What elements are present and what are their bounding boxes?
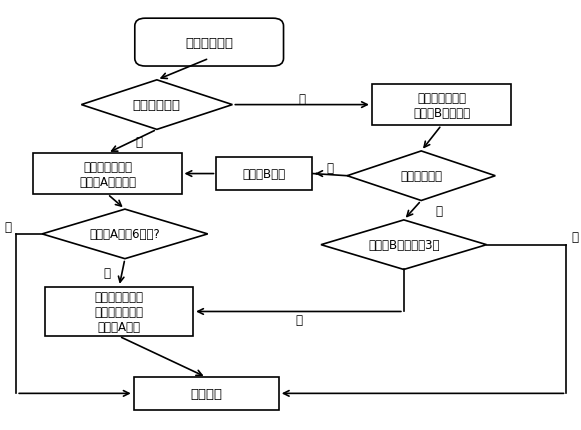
Text: 霍尔是否归零: 霍尔是否归零 — [400, 170, 442, 183]
Text: 是: 是 — [436, 204, 443, 217]
Bar — [372, 85, 511, 126]
Polygon shape — [81, 81, 232, 130]
Text: 电机开始旋转，
计时器A开始计时: 电机开始旋转， 计时器A开始计时 — [79, 160, 136, 188]
Text: 否: 否 — [299, 92, 306, 105]
Text: 否: 否 — [571, 231, 578, 244]
Polygon shape — [321, 220, 486, 270]
Text: 是: 是 — [295, 313, 302, 326]
Bar — [134, 378, 279, 409]
FancyBboxPatch shape — [135, 19, 284, 67]
Text: 计时器B清零: 计时器B清零 — [243, 168, 286, 181]
Text: 翻面请求开始: 翻面请求开始 — [185, 37, 233, 49]
Text: 否: 否 — [5, 220, 12, 233]
Polygon shape — [42, 209, 208, 259]
Text: 是: 是 — [135, 135, 142, 148]
Text: 程序返回: 程序返回 — [190, 387, 223, 400]
Polygon shape — [347, 152, 495, 201]
Text: 计时器B是否大于3秒: 计时器B是否大于3秒 — [368, 239, 440, 252]
Bar — [45, 287, 193, 336]
Text: 电机停止运转，
到达翻面位置，
计时器A清零: 电机停止运转， 到达翻面位置， 计时器A清零 — [95, 290, 144, 333]
Bar — [34, 154, 181, 194]
Text: 否: 否 — [326, 162, 333, 175]
Text: 电机开始运转，
计时器B开始计时: 电机开始运转， 计时器B开始计时 — [413, 92, 470, 119]
Text: 霍尔是否归零: 霍尔是否归零 — [133, 99, 181, 112]
Text: 是: 是 — [103, 267, 110, 280]
Text: 计时器A到达6秒钟?: 计时器A到达6秒钟? — [89, 228, 160, 241]
Bar — [216, 158, 313, 190]
